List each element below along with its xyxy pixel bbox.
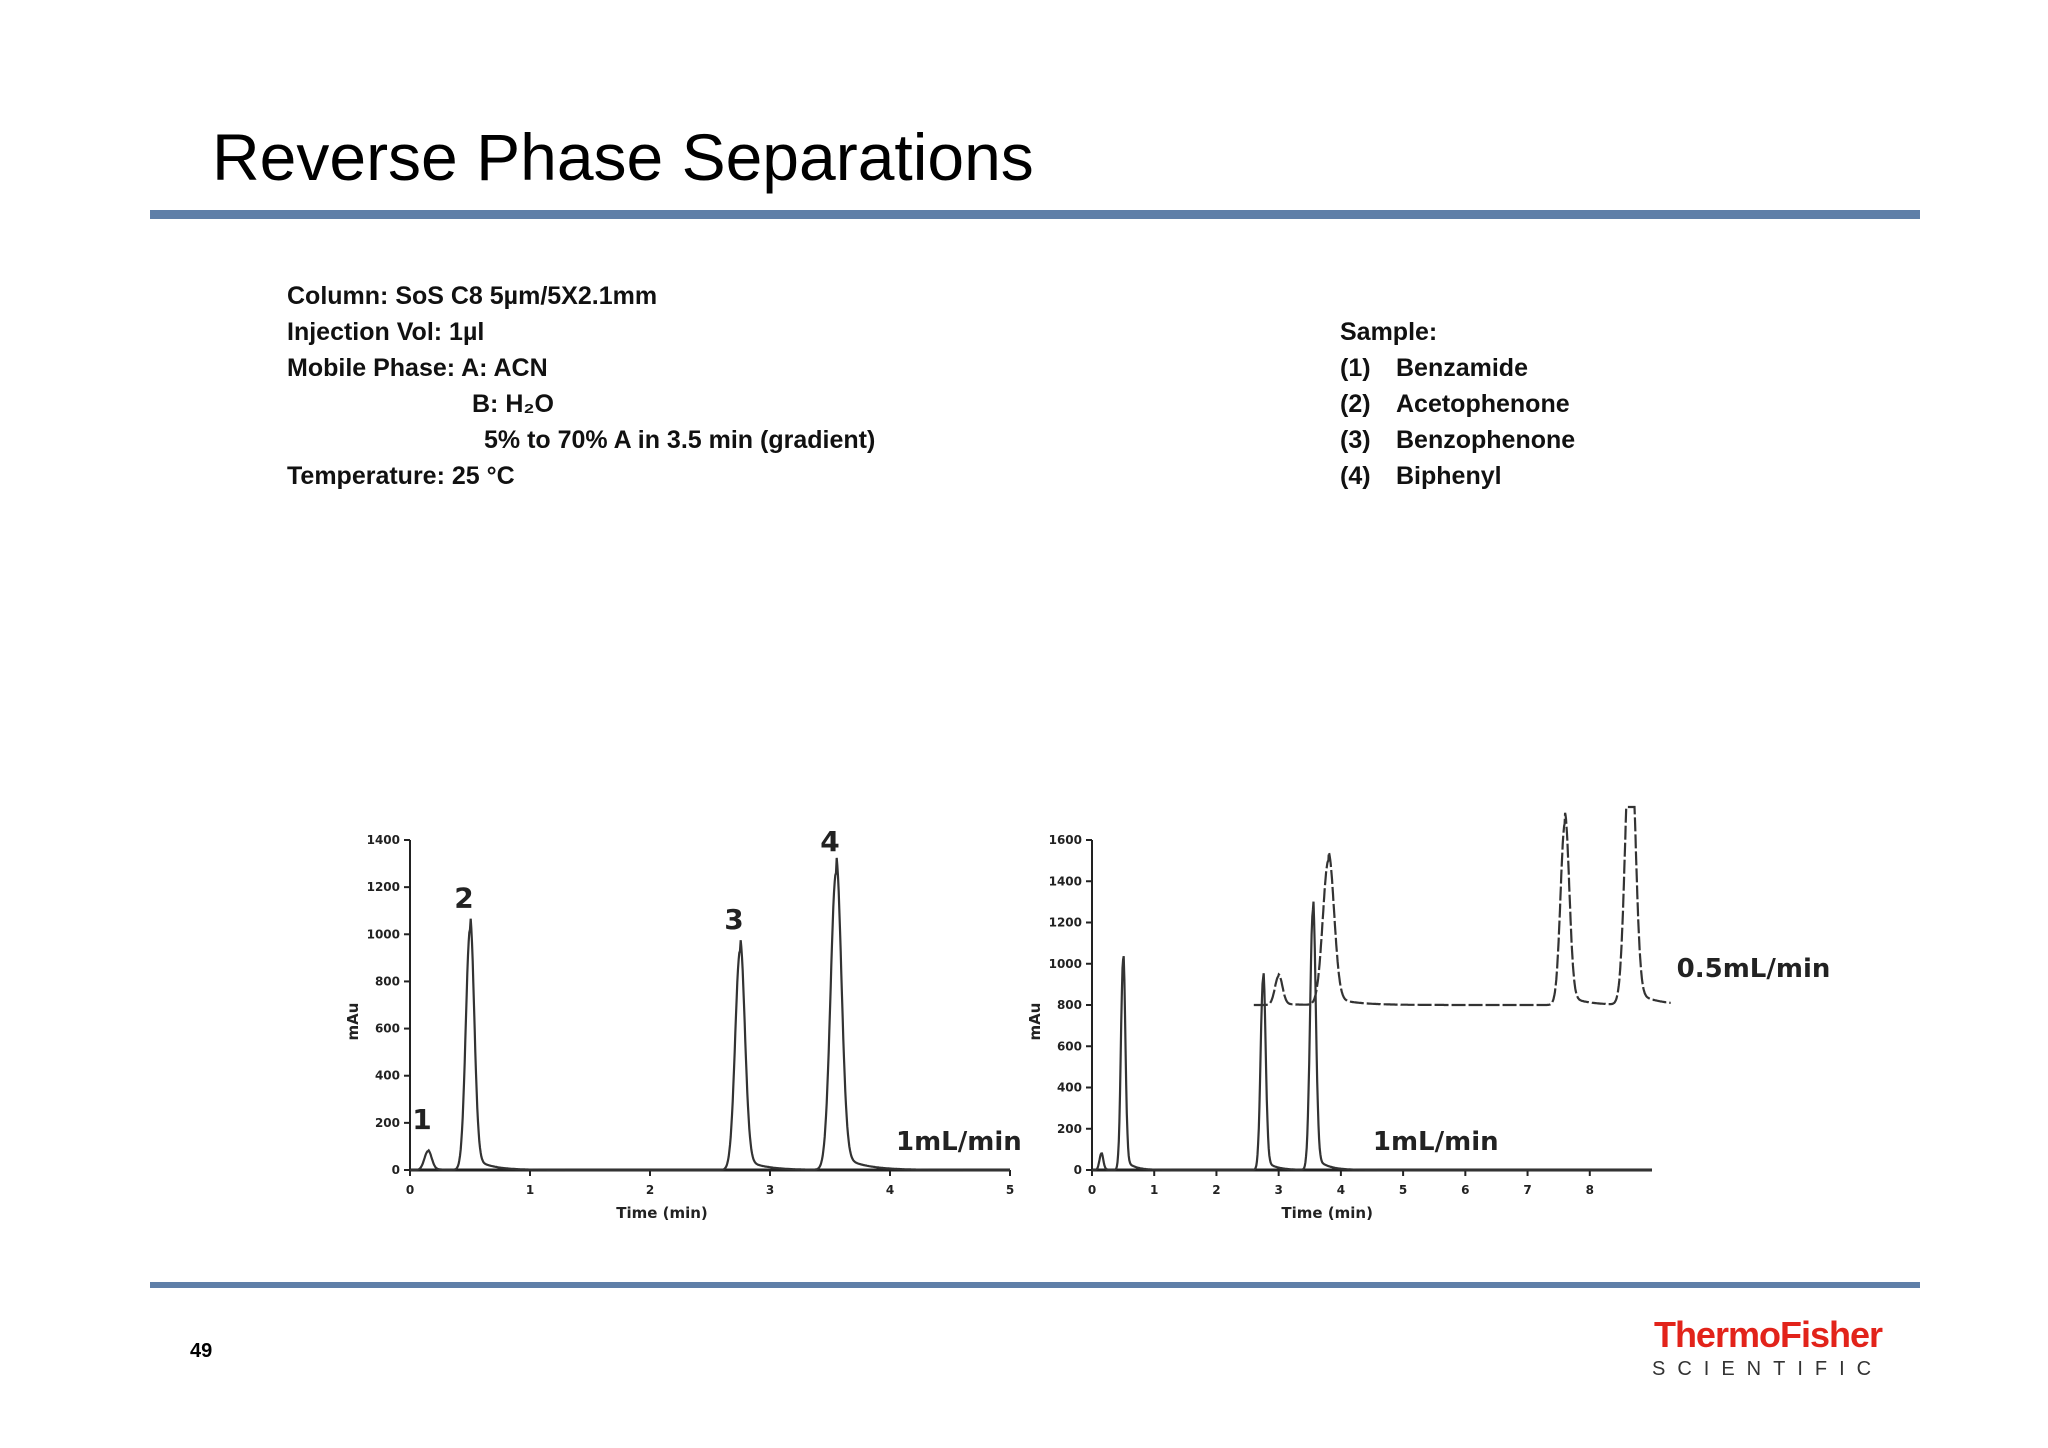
condition-mobile-b: B: H₂O [472, 390, 554, 418]
page-number: 49 [190, 1340, 213, 1362]
y-tick-label: 200 [375, 1116, 400, 1130]
condition-column: Column: SoS C8 5µm/5X2.1mm [287, 282, 658, 310]
sample-item: (3) Benzophenone [1340, 422, 1575, 458]
series-annotation: 1mL/min [1373, 1127, 1499, 1157]
condition-injection: Injection Vol: 1µl [287, 318, 485, 346]
y-tick-label: 0 [1074, 1163, 1082, 1177]
x-tick-label: 5 [1006, 1183, 1014, 1197]
y-tick-label: 400 [375, 1069, 400, 1083]
sample-num: (3) [1340, 426, 1371, 454]
sample-num: (2) [1340, 390, 1371, 418]
sample-num: (1) [1340, 354, 1371, 382]
peak-label: 2 [454, 882, 473, 915]
series-line [410, 857, 1010, 1172]
thermofisher-logo: ThermoFisher SCIENTIFIC [1652, 1314, 1884, 1381]
top-divider [150, 210, 1920, 219]
y-tick-label: 1600 [1049, 833, 1082, 847]
x-tick-label: 5 [1399, 1183, 1407, 1197]
condition-gradient: 5% to 70% A in 3.5 min (gradient) [484, 426, 876, 454]
y-tick-label: 1400 [367, 833, 400, 847]
y-tick-label: 800 [375, 974, 400, 988]
y-tick-label: 1400 [1049, 874, 1082, 888]
condition-temperature: Temperature: 25 °C [287, 462, 515, 490]
y-tick-label: 400 [1057, 1081, 1082, 1095]
logo-sub: SCIENTIFIC [1652, 1358, 1884, 1380]
sample-name: Biphenyl [1396, 462, 1502, 490]
x-tick-label: 2 [646, 1183, 654, 1197]
peak-label: 1 [412, 1103, 431, 1136]
y-tick-label: 1200 [1049, 916, 1082, 930]
x-axis-title: Time (min) [616, 1204, 708, 1222]
sample-item: (4) Biphenyl [1340, 458, 1575, 494]
x-tick-label: 3 [1274, 1183, 1282, 1197]
x-tick-label: 0 [406, 1183, 414, 1197]
y-tick-label: 1000 [367, 927, 400, 941]
slide-title: Reverse Phase Separations [212, 120, 1034, 194]
x-tick-label: 4 [1337, 1183, 1345, 1197]
y-axis-title: mAu [344, 1003, 362, 1041]
sample-name: Benzophenone [1396, 426, 1576, 454]
bottom-divider [150, 1282, 1920, 1288]
condition-mobile-a: Mobile Phase: A: ACN [287, 354, 548, 382]
x-tick-label: 0 [1088, 1183, 1096, 1197]
sample-name: Acetophenone [1396, 390, 1570, 418]
y-tick-label: 600 [1057, 1039, 1082, 1053]
sample-item: (2) Acetophenone [1340, 386, 1575, 422]
chromatogram-right: 0 1 2 3 4 5 6 7 8 0 200 400 600 800 1000 1200 1400 1600 Ti… [1026, 805, 1831, 1222]
y-tick-label: 600 [375, 1022, 400, 1036]
sample-item: (1) Benzamide [1340, 350, 1575, 386]
y-tick-label: 0 [392, 1163, 400, 1177]
peak-label: 3 [724, 903, 743, 936]
x-tick-label: 7 [1523, 1183, 1531, 1197]
y-axis-title: mAu [1026, 1003, 1044, 1041]
chromatogram-left: 0 1 2 3 4 5 0 200 400 600 800 1000 1200 1400 Time (min… [344, 825, 1022, 1222]
x-tick-label: 1 [526, 1183, 534, 1197]
sample-num: (4) [1340, 462, 1371, 490]
series-line [1253, 805, 1671, 1007]
conditions-block: Column: SoS C8 5µm/5X2.1mm Injection Vol… [287, 278, 875, 494]
series-annotation: 0.5mL/min [1677, 954, 1831, 984]
logo-brand: ThermoFisher [1653, 1314, 1883, 1355]
x-tick-label: 2 [1212, 1183, 1220, 1197]
x-tick-label: 8 [1586, 1183, 1594, 1197]
x-tick-label: 3 [766, 1183, 774, 1197]
y-tick-label: 200 [1057, 1122, 1082, 1136]
sample-name: Benzamide [1396, 354, 1528, 382]
y-tick-label: 1200 [367, 880, 400, 894]
series-annotation: 1mL/min [896, 1127, 1022, 1157]
sample-list: Sample: (1) Benzamide (2) Acetophenone (3)… [1340, 314, 1575, 494]
x-tick-label: 4 [886, 1183, 894, 1197]
x-tick-label: 6 [1461, 1183, 1469, 1197]
y-tick-label: 1000 [1049, 957, 1082, 971]
series-line [1092, 901, 1652, 1172]
y-tick-label: 800 [1057, 998, 1082, 1012]
peak-label: 4 [820, 825, 839, 858]
sample-heading: Sample: [1340, 318, 1438, 346]
x-tick-label: 1 [1150, 1183, 1158, 1197]
x-axis-title: Time (min) [1281, 1204, 1373, 1222]
